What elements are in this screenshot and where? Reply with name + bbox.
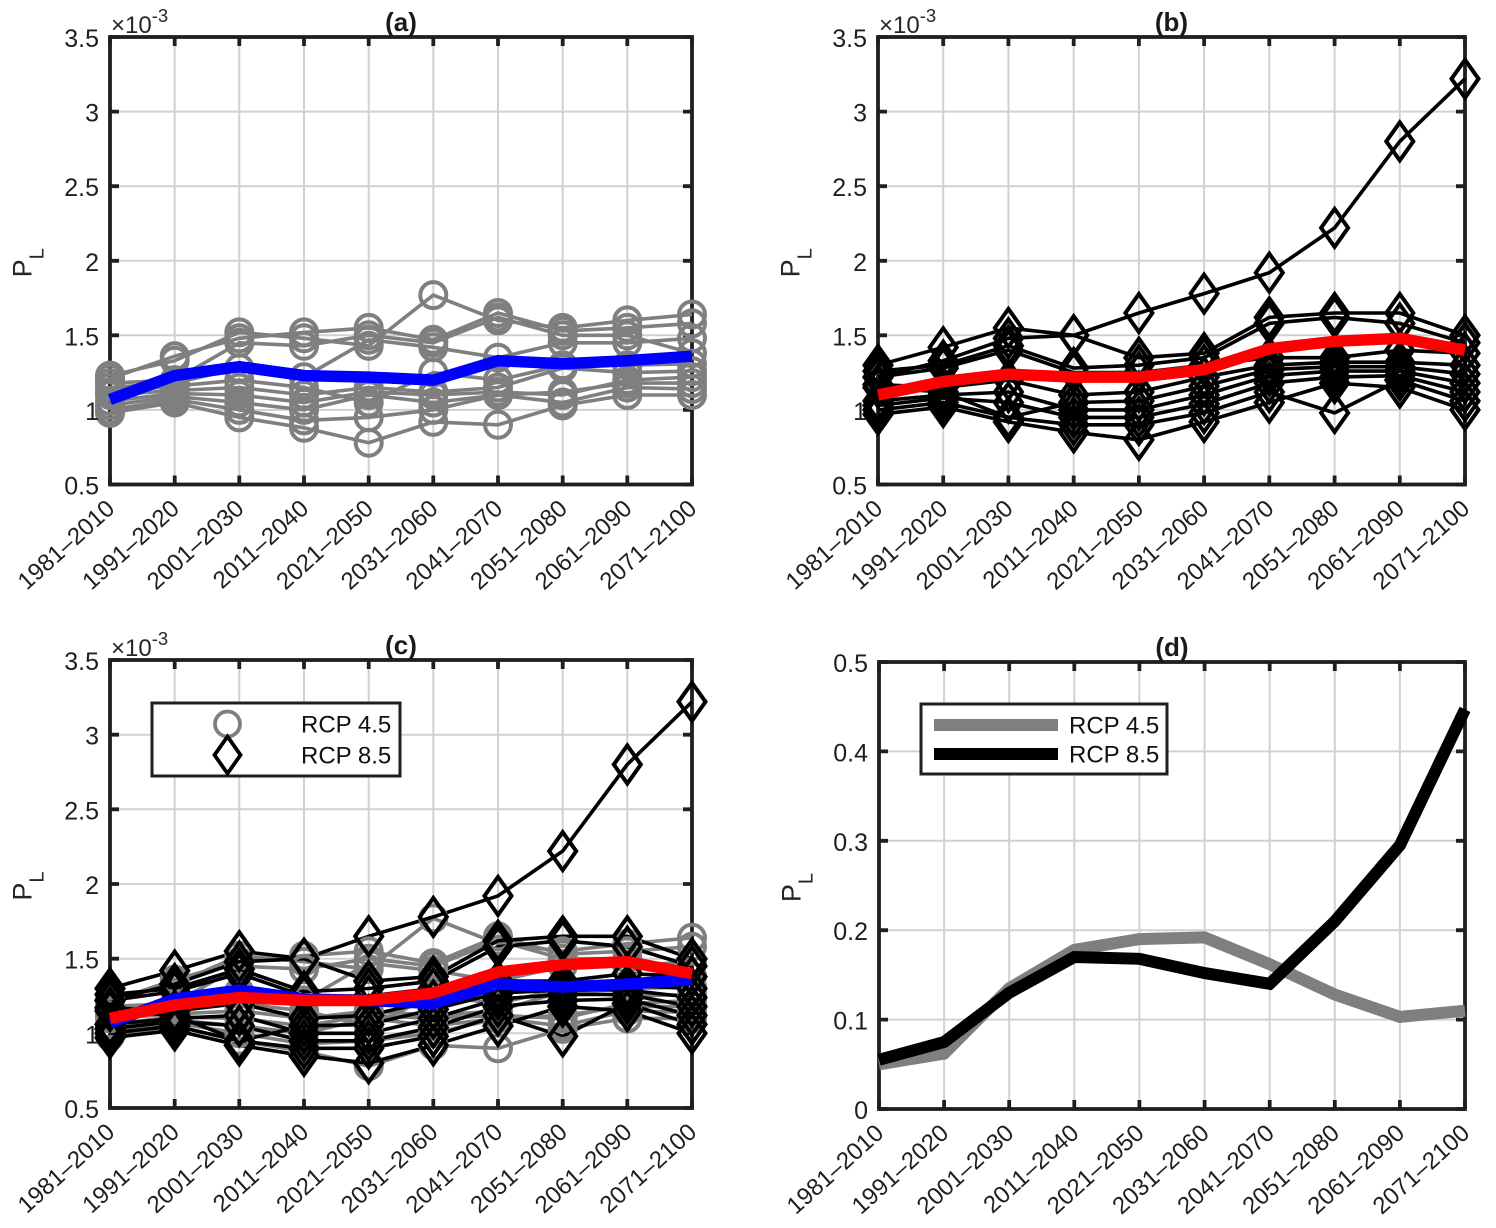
svg-text:1: 1	[853, 398, 867, 426]
svg-text:0.5: 0.5	[64, 1096, 99, 1124]
svg-text:2: 2	[85, 872, 99, 900]
svg-text:2: 2	[853, 249, 867, 277]
svg-text:0.5: 0.5	[833, 650, 868, 678]
svg-text:0.3: 0.3	[833, 829, 868, 857]
svg-text:RCP 4.5: RCP 4.5	[301, 712, 391, 739]
svg-text:RCP 4.5: RCP 4.5	[1069, 713, 1159, 740]
svg-text:3: 3	[85, 100, 99, 128]
svg-text:3: 3	[85, 723, 99, 751]
svg-text:3: 3	[853, 100, 867, 128]
svg-text:0.5: 0.5	[832, 473, 867, 501]
svg-text:(c): (c)	[385, 630, 417, 660]
svg-text:0: 0	[854, 1097, 868, 1125]
svg-text:(b): (b)	[1155, 7, 1188, 37]
svg-text:1.5: 1.5	[832, 323, 867, 351]
svg-text:3.5: 3.5	[64, 648, 99, 676]
svg-text:2.5: 2.5	[832, 174, 867, 202]
svg-text:0.2: 0.2	[833, 918, 868, 946]
svg-text:1: 1	[85, 1021, 99, 1049]
svg-text:3.5: 3.5	[64, 25, 99, 53]
svg-text:2.5: 2.5	[64, 797, 99, 825]
svg-text:0.4: 0.4	[833, 739, 868, 767]
svg-text:1.5: 1.5	[64, 323, 99, 351]
svg-text:0.5: 0.5	[64, 473, 99, 501]
svg-text:0.1: 0.1	[833, 1008, 868, 1036]
svg-text:1.5: 1.5	[64, 947, 99, 975]
svg-text:3.5: 3.5	[832, 25, 867, 53]
svg-text:2.5: 2.5	[64, 174, 99, 202]
svg-text:(d): (d)	[1155, 632, 1188, 662]
svg-text:RCP 8.5: RCP 8.5	[301, 743, 391, 770]
svg-text:(a): (a)	[385, 7, 417, 37]
svg-text:2: 2	[85, 249, 99, 277]
svg-text:1: 1	[85, 398, 99, 426]
svg-text:RCP 8.5: RCP 8.5	[1069, 742, 1159, 769]
